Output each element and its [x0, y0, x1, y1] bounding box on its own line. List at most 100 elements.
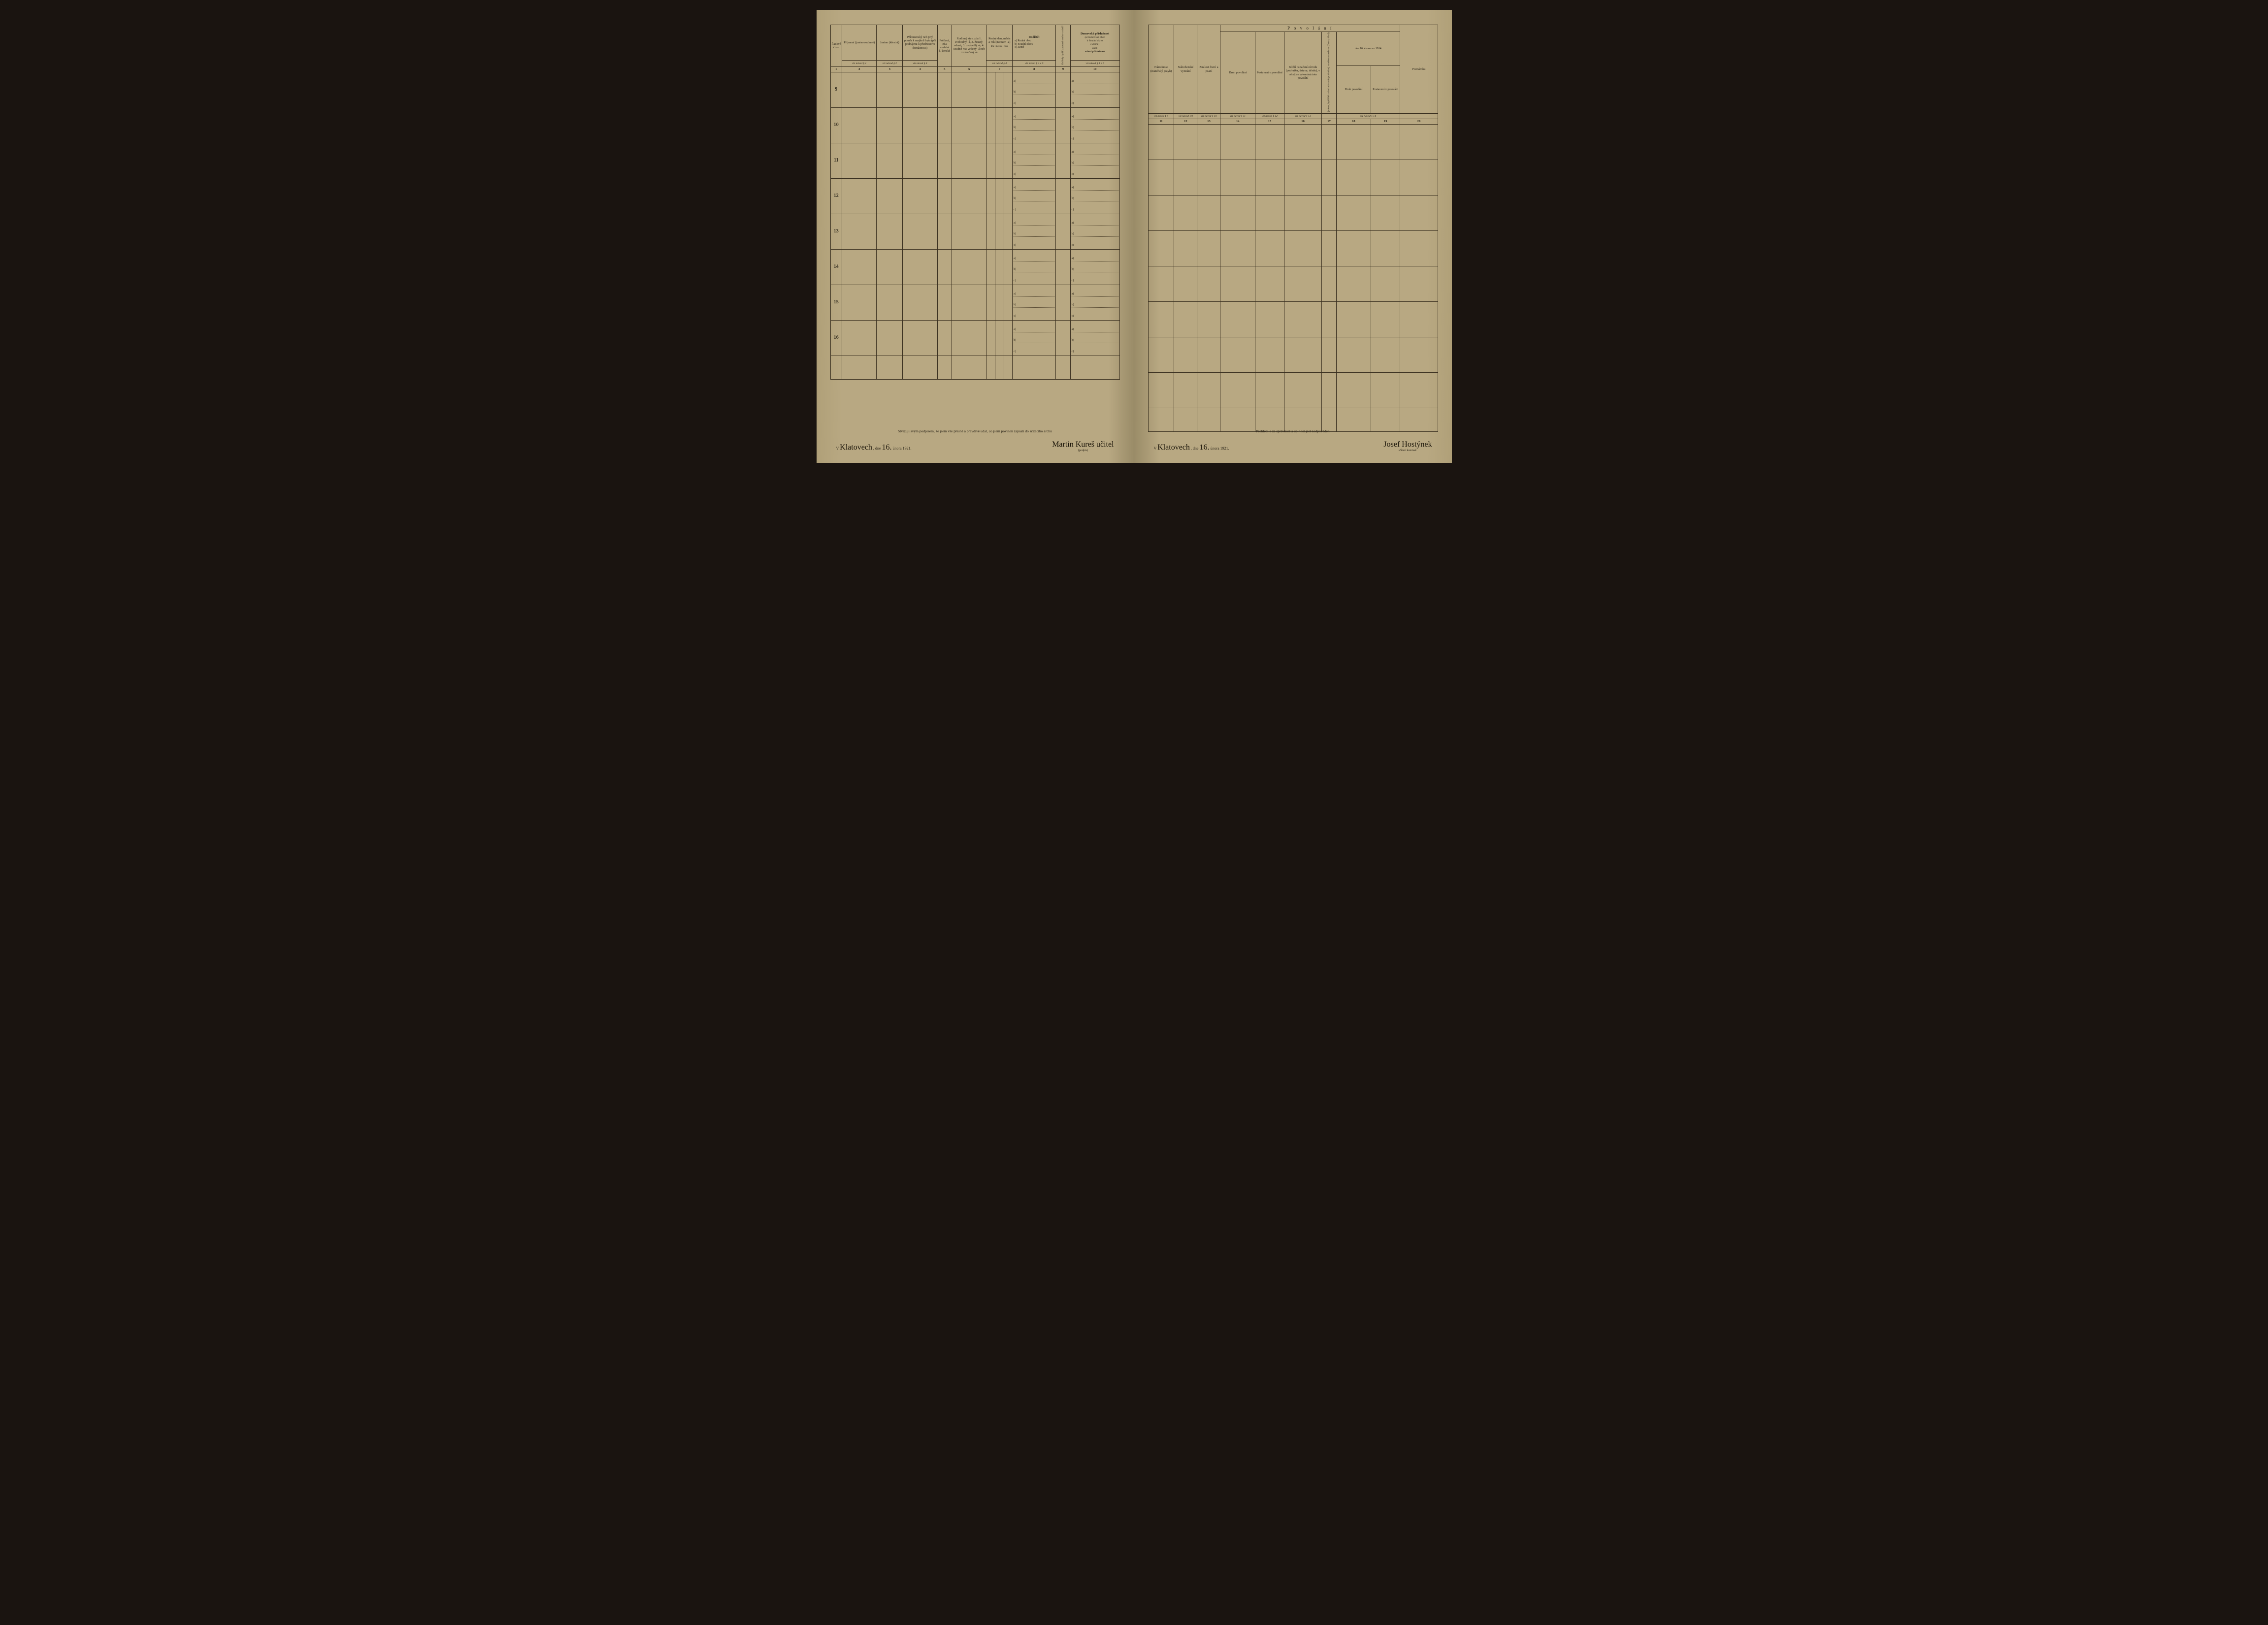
col-14: Druh povolání [1220, 32, 1255, 114]
birth-subcell [995, 72, 1004, 107]
empty-cell [1322, 266, 1336, 302]
ref-3: viz návod § 2 [877, 60, 903, 66]
empty-cell [1284, 337, 1321, 373]
birth-day: dne [991, 45, 994, 48]
ref-7: viz návod § 4 [986, 60, 1013, 66]
empty-cell [1148, 266, 1174, 302]
ref-1819: viz návod § 14 [1336, 114, 1400, 119]
spacer-cell [1197, 408, 1220, 432]
spacer-cell [1371, 408, 1400, 432]
sub-line: c) [1014, 130, 1054, 141]
empty-cell [1322, 195, 1336, 231]
sub-line: c) [1072, 237, 1118, 248]
birthplace-cell: a)b)c) [1013, 320, 1056, 356]
rn-18: 18 [1336, 119, 1371, 125]
empty-cell [1220, 160, 1255, 195]
col-header-surname: Příjmení (jméno rodinné) [842, 25, 876, 61]
empty-cell [1400, 302, 1438, 337]
empty-cell [937, 214, 952, 249]
empty-cell [952, 285, 986, 320]
col-19: Postavení v povolání [1371, 65, 1400, 113]
spacer-cell [1400, 408, 1438, 432]
ref-10: viz návod § 4 a 7 [1070, 60, 1119, 66]
birth-subcell [1004, 107, 1013, 143]
empty-cell [1174, 195, 1197, 231]
domicile-cell: a)b)c) [1070, 249, 1119, 285]
row-number: 16 [830, 320, 842, 356]
empty-cell [877, 107, 903, 143]
birthplace-cell: a)b)c) [1013, 178, 1056, 214]
right-sig-line: V Klatovech , dne 16. února 1921. Josef … [1154, 440, 1432, 452]
birth-subcell [986, 178, 995, 214]
sub-line: b) [1072, 297, 1118, 308]
birth-subcell [1004, 72, 1013, 107]
sub-line: b) [1014, 332, 1054, 343]
sig-sub: (podpis) [1052, 449, 1114, 452]
month-year: února 1921. [892, 446, 911, 451]
empty-cell [1255, 266, 1284, 302]
empty-cell [1336, 373, 1371, 408]
birth-subcell [986, 285, 995, 320]
since-cell [1056, 72, 1070, 107]
sub-line: a) [1072, 180, 1118, 191]
spacer-cell [903, 356, 937, 379]
right-census-table: Národnost (mateřský jazyk) Náboženské vy… [1148, 25, 1438, 432]
empty-cell [1255, 302, 1284, 337]
sub-line: c) [1014, 201, 1054, 212]
date-prefix: , dne [873, 446, 881, 451]
col-header-birth: Rodný den, měsíc a rok (narozen -a) dne … [986, 25, 1013, 61]
table-row: 10a)b)c)a)b)c) [830, 107, 1119, 143]
col-15: Postavení v povolání [1255, 32, 1284, 114]
sub-line: a) [1072, 286, 1118, 297]
bp-b: b) Soudní okres [1015, 43, 1033, 46]
spacer-cell [1255, 408, 1284, 432]
col17-vert: jména, bydliště a druh závodů (pod-niku)… [1327, 32, 1330, 112]
empty-cell [1284, 195, 1321, 231]
since-cell [1056, 214, 1070, 249]
ref-2: viz návod § 1 [842, 60, 876, 66]
spacer-cell [952, 356, 986, 379]
empty-cell [1174, 302, 1197, 337]
empty-cell [1284, 160, 1321, 195]
empty-cell [1322, 302, 1336, 337]
document-spread: Řadové číslo Příjmení (jméno rodinné) Jm… [817, 10, 1452, 463]
place-hand: Klatovech [840, 443, 872, 452]
empty-cell [937, 285, 952, 320]
sub-line: c) [1014, 272, 1054, 283]
col-header-literacy: Znalost čtení a psaní [1197, 25, 1220, 114]
empty-cell [1148, 337, 1174, 373]
birth-subcell [995, 107, 1004, 143]
empty-cell [842, 285, 876, 320]
sub-line: a) [1014, 144, 1054, 155]
table-row [1148, 231, 1438, 266]
rn-15: 15 [1255, 119, 1284, 125]
empty-cell [937, 249, 952, 285]
row-number: 12 [830, 178, 842, 214]
empty-cell [842, 249, 876, 285]
dom-a: a Domovská obec [1085, 36, 1105, 39]
left-footer: Stvrzuji svým podpisem, že jsem vše přes… [836, 429, 1114, 452]
since-label: Od kdy bydlí zapsaná osoba v obci? [1061, 26, 1064, 65]
rn-13: 13 [1197, 119, 1220, 125]
rn-20: 20 [1400, 119, 1438, 125]
r-day-hand: 16. [1199, 443, 1209, 452]
bottom-spacer-row [830, 356, 1119, 379]
sub-line: b) [1072, 84, 1118, 95]
dom-b: b Soudní okres [1087, 39, 1103, 42]
table-row: 9a)b)c)a)b)c) [830, 72, 1119, 107]
since-cell [1056, 107, 1070, 143]
sub-line: a) [1014, 109, 1054, 120]
sub-line: b) [1072, 120, 1118, 130]
empty-cell [937, 72, 952, 107]
empty-cell [1148, 231, 1174, 266]
empty-cell [1197, 337, 1220, 373]
empty-cell [1322, 160, 1336, 195]
birth-subcell [995, 178, 1004, 214]
empty-cell [1336, 160, 1371, 195]
rn-19: 19 [1371, 119, 1400, 125]
bp-c: c) Země [1015, 46, 1024, 49]
empty-cell [1174, 125, 1197, 160]
row-number: 11 [830, 143, 842, 178]
table-row [1148, 195, 1438, 231]
row-number: 14 [830, 249, 842, 285]
